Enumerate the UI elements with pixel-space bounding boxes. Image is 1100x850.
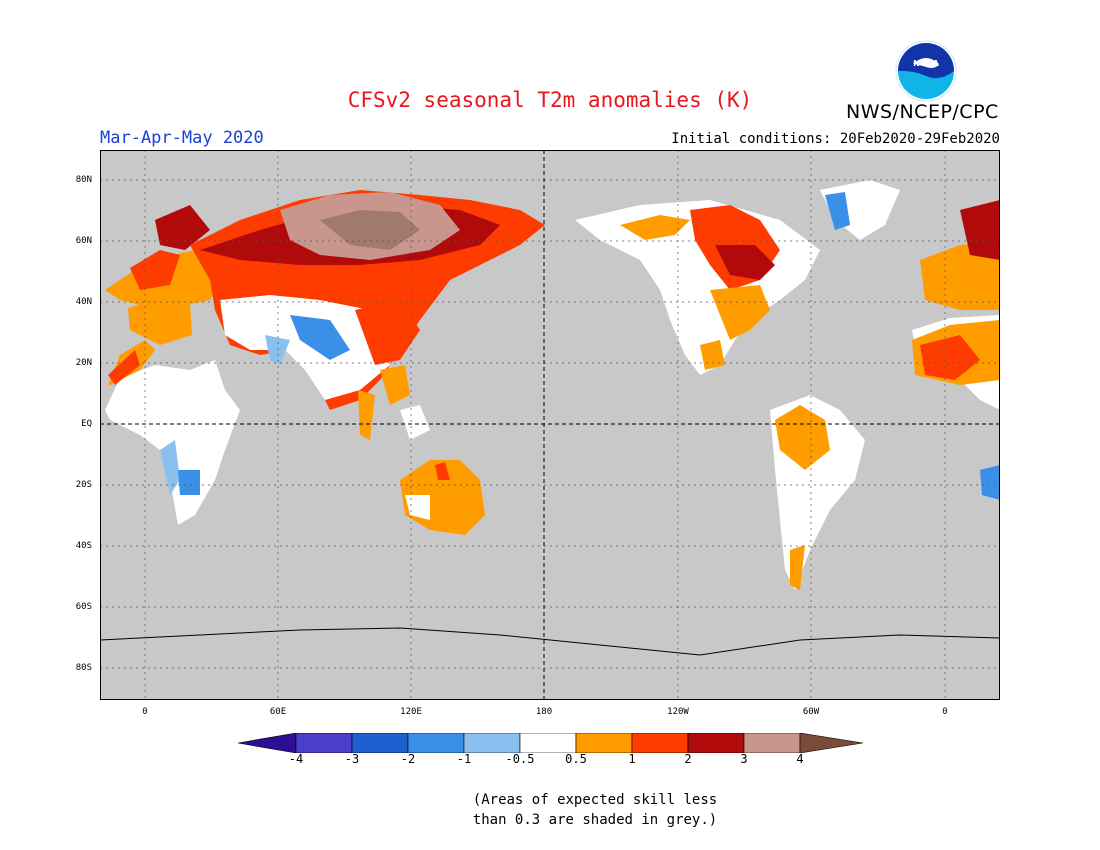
logo-text: NOAA (913, 59, 939, 68)
colorbar-tick-label: 0.5 (565, 752, 587, 766)
lat-label-80n: 80N (75, 175, 92, 185)
chart-title: CFSv2 seasonal T2m anomalies (K) (347, 88, 753, 112)
colorbar-tick-label: -0.5 (505, 752, 535, 766)
colorbar-tick-label: -1 (456, 752, 472, 766)
lat-label-60n: 60N (75, 236, 92, 246)
lat-label-20s: 20S (75, 480, 92, 490)
lat-label-40s: 40S (75, 541, 92, 551)
lat-label-eq: EQ (81, 419, 92, 429)
skill-note-line2: than 0.3 are shaded in grey.) (472, 812, 718, 828)
eurasia (190, 190, 545, 440)
colorbar (238, 733, 863, 753)
season-label: Mar-Apr-May 2020 (100, 128, 264, 148)
antarctica (100, 627, 1000, 700)
colorbar-segment (238, 733, 297, 753)
north-america (575, 180, 900, 375)
colorbar-segment (743, 733, 801, 753)
colorbar-segment (687, 733, 745, 753)
noaa-logo: NOAA (895, 40, 957, 102)
colorbar-tick-label: 4 (796, 752, 804, 766)
colorbar-segment (799, 733, 863, 753)
colorbar-segment (351, 733, 409, 753)
colorbar-segment (463, 733, 521, 753)
africa-europe-west (105, 205, 240, 525)
lat-label-60s: 60S (75, 602, 92, 612)
south-america (770, 395, 865, 590)
lon-label-60w: 60W (802, 707, 820, 717)
colorbar-tick-label: 2 (684, 752, 692, 766)
colorbar-segment (295, 733, 353, 753)
skill-note-line1: (Areas of expected skill less (472, 792, 718, 808)
colorbar-tick-label: -3 (344, 752, 360, 766)
colorbar-tick-label: 3 (740, 752, 748, 766)
lon-label-180: 180 (535, 707, 553, 717)
lon-label-0-west: 0 (142, 707, 148, 717)
lon-label-120w: 120W (667, 707, 689, 717)
initial-conditions-label: Initial conditions: 20Feb2020-29Feb2020 (671, 131, 1000, 147)
colorbar-tick-label: -4 (288, 752, 304, 766)
lon-label-60e: 60E (269, 707, 287, 717)
colorbar-segment (631, 733, 689, 753)
africa-europe-east (912, 200, 1000, 500)
lat-label-20n: 20N (75, 358, 92, 368)
agency-label: NWS/NCEP/CPC (846, 101, 999, 123)
colorbar-segment (519, 733, 577, 753)
graticule (100, 150, 1000, 700)
lat-label-80s: 80S (75, 663, 92, 673)
lon-label-120e: 120E (400, 707, 422, 717)
lat-label-40n: 40N (75, 297, 92, 307)
colorbar-segment (575, 733, 633, 753)
australia (400, 460, 485, 535)
colorbar-tick-label: -2 (400, 752, 416, 766)
anomaly-map (100, 150, 1000, 700)
colorbar-segment (407, 733, 465, 753)
lon-label-0-east: 0 (942, 707, 948, 717)
colorbar-tick-label: 1 (628, 752, 636, 766)
